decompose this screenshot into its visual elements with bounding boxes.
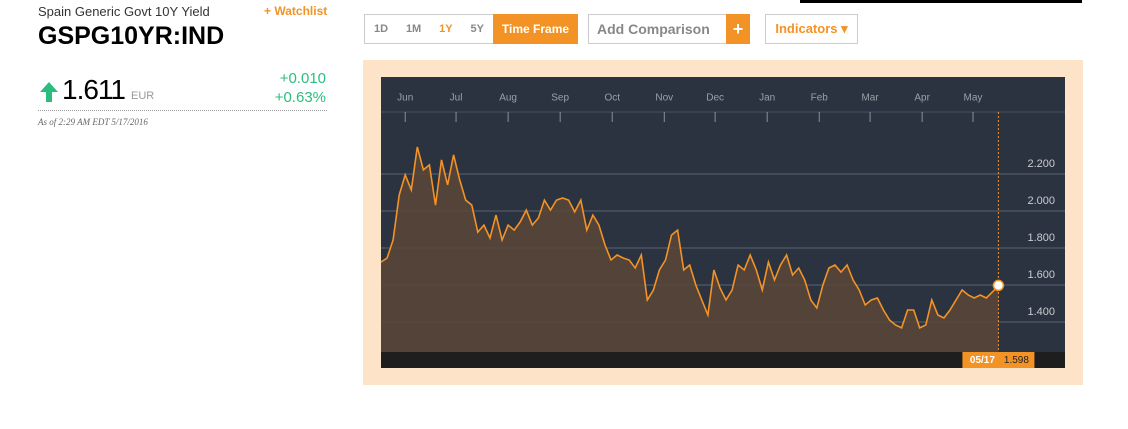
- y-tick-label: 1.600: [1027, 269, 1055, 281]
- x-tick-label: Jun: [397, 93, 413, 104]
- price: 1.611: [62, 74, 126, 105]
- area: [381, 147, 999, 352]
- x-tick-label: Jul: [450, 93, 463, 104]
- x-tick-label: Oct: [604, 93, 620, 104]
- cursor-box: [962, 352, 1035, 368]
- x-tick-label: Mar: [861, 93, 879, 104]
- cursor-value: 1.598: [1004, 355, 1029, 366]
- security-name: Spain Generic Govt 10Y Yield: [38, 4, 210, 19]
- y-tick-label: 2.200: [1027, 158, 1055, 170]
- x-tick-label: Apr: [914, 93, 930, 104]
- y-tick-label: 1.400: [1027, 306, 1055, 318]
- y-tick-label: 1.800: [1027, 232, 1055, 244]
- currency: EUR: [131, 90, 155, 102]
- up-arrow: [40, 82, 58, 102]
- cursor-date: 05/17: [970, 355, 995, 366]
- change: +0.010: [279, 70, 326, 87]
- timeframe-button[interactable]: 1D: [373, 23, 389, 35]
- timeframe-button[interactable]: 5Y: [470, 23, 484, 35]
- watchlist-link[interactable]: + Watchlist: [264, 4, 328, 18]
- timeframe-button[interactable]: 1M: [405, 23, 422, 35]
- x-tick-label: Feb: [811, 93, 829, 104]
- bottom-strip: [381, 352, 1065, 368]
- timeframe-group: 1D 1M 1Y 5Y: [364, 14, 494, 44]
- top-bar: [800, 0, 1082, 3]
- as-of: As of 2:29 AM EDT 5/17/2016: [38, 117, 148, 127]
- line: [380, 146, 999, 330]
- x-tick-label: Dec: [706, 93, 724, 104]
- x-tick-label: Aug: [499, 93, 517, 104]
- add-button[interactable]: +: [726, 14, 750, 44]
- indicators-button[interactable]: Indicators ▾: [765, 14, 858, 44]
- x-tick-label: Sep: [551, 93, 569, 104]
- timeframe-button[interactable]: 1Y: [439, 23, 453, 35]
- time-frame-button[interactable]: Time Frame: [493, 14, 578, 44]
- x-tick-label: Nov: [655, 93, 673, 104]
- x-tick-label: Jan: [759, 93, 775, 104]
- chart: 2.200 2.000 1.800 1.600 1.400 Jun Jul Aug Sep Oct…: [363, 60, 1083, 385]
- x-tick-label: May: [964, 93, 983, 104]
- end-point: [992, 279, 1005, 292]
- y-tick-label: 2.000: [1027, 195, 1055, 207]
- ticker: GSPG10YR:IND: [38, 22, 225, 50]
- change-percent: +0.63%: [274, 89, 326, 106]
- divider: [38, 110, 327, 111]
- add-comparison-input[interactable]: Add Comparison: [588, 14, 727, 44]
